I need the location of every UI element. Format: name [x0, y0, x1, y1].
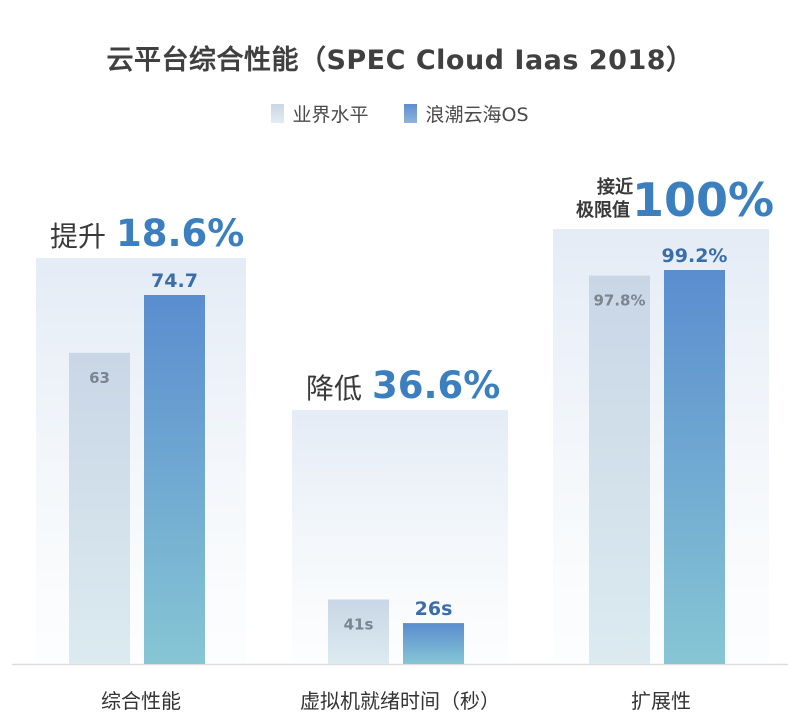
callout-prefix-0: 提升 [50, 220, 106, 253]
legend-label-os: 浪潮云海OS [425, 104, 529, 126]
bar-1-industry [328, 599, 389, 664]
legend-item-industry: 业界水平 [271, 100, 368, 127]
legend-label-industry: 业界水平 [292, 104, 369, 126]
chart-title: 云平台综合性能（SPEC Cloud Iaas 2018） [106, 45, 694, 76]
category-label-2: 扩展性 [631, 689, 691, 713]
legend-swatch-os [404, 104, 418, 123]
data-label-0-os: 74.7 [151, 270, 198, 292]
data-label-1-os: 26s [415, 598, 453, 620]
callout-prefix-line2-2: 极限值 [576, 199, 630, 221]
bar-2-industry [589, 275, 650, 664]
category-label-1: 虚拟机就绪时间（秒） [300, 689, 500, 713]
highlight-panel-0 [36, 258, 246, 664]
data-label-2-industry: 97.8% [593, 292, 645, 310]
data-label-1-industry: 41s [344, 616, 374, 634]
callout-prefix-1: 降低 [306, 372, 362, 405]
bar-2-os [664, 270, 725, 664]
legend-item-os: 浪潮云海OS [404, 100, 529, 127]
callout-prefix-line1-2: 接近 [597, 176, 633, 198]
highlight-panel-1 [292, 410, 508, 664]
callout-value-0: 18.6% [116, 212, 244, 255]
bar-0-industry [69, 352, 130, 664]
bar-1-os [403, 623, 464, 664]
legend: 业界水平 浪潮云海OS [0, 100, 800, 127]
callout-value-1: 36.6% [372, 364, 500, 407]
data-label-2-os: 99.2% [662, 245, 728, 267]
highlight-panel-2 [553, 229, 769, 664]
legend-swatch-industry [271, 104, 285, 123]
data-label-0-industry: 63 [89, 369, 110, 387]
category-label-0: 综合性能 [101, 689, 181, 713]
bar-0-os [144, 295, 205, 664]
callout-value-2: 100% [632, 173, 774, 227]
